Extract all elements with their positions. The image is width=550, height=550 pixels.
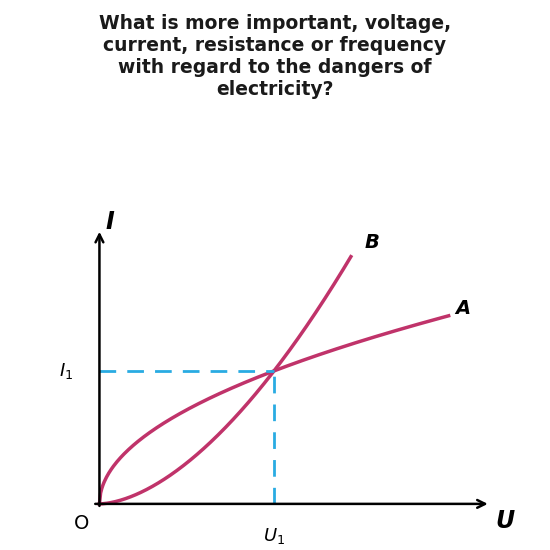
Text: What is more important, voltage,
current, resistance or frequency
with regard to: What is more important, voltage, current… (99, 14, 451, 99)
Text: $U_1$: $U_1$ (263, 526, 285, 546)
Text: A: A (455, 299, 471, 318)
Text: $I_1$: $I_1$ (59, 361, 73, 381)
Text: O: O (74, 514, 90, 533)
Text: U: U (495, 509, 514, 533)
Text: I: I (106, 210, 114, 234)
Text: B: B (365, 233, 380, 252)
